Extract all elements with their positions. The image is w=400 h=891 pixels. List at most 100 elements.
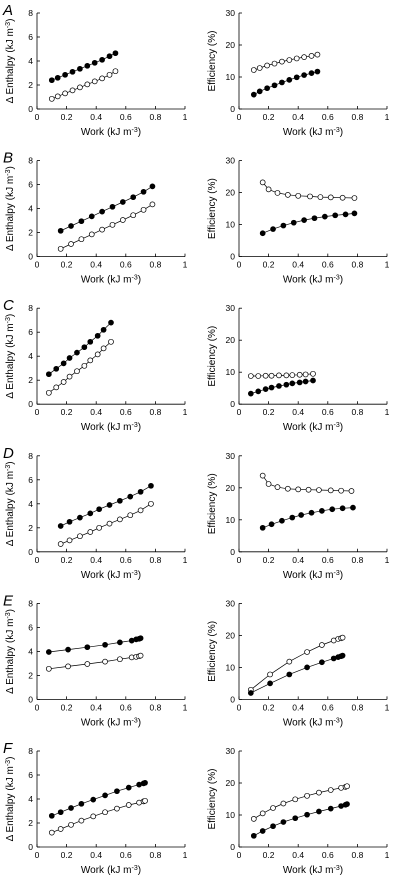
series-line-filled (250, 655, 343, 694)
x-tick-label: 0.6 (120, 407, 132, 417)
panel-letter: A (2, 2, 13, 19)
data-point-filled (65, 646, 71, 653)
x-tick-label: 0.2 (61, 850, 73, 860)
data-point-filled (100, 326, 107, 333)
x-tick-label: 0.2 (263, 260, 275, 270)
data-point-open (62, 90, 68, 97)
x-axis-label-xunit: (kJ m (309, 275, 333, 286)
y-axis-label-exponent: -3 (5, 169, 12, 175)
data-point-open (106, 520, 113, 527)
data-point-open (77, 533, 83, 540)
x-axis-label: Work (kJ m-3) (283, 865, 343, 877)
y-axis-label-close: ) (5, 461, 16, 464)
data-point-open (338, 487, 344, 494)
x-axis-label-xexp: -3 (132, 865, 138, 872)
data-point-open (307, 193, 313, 200)
y-tick-label: 2 (28, 818, 33, 828)
x-axis-label: Work (kJ m-3) (81, 865, 141, 877)
x-tick-label: 0.6 (322, 260, 334, 270)
data-point-open (100, 345, 107, 352)
data-point-open (45, 389, 52, 396)
data-point-filled (142, 779, 148, 786)
data-point-open (267, 671, 273, 678)
data-point-filled (48, 812, 55, 819)
data-point-open (286, 57, 293, 63)
y-tick-label: 4 (28, 499, 33, 509)
panel-letter: F (3, 740, 13, 757)
data-point-filled (259, 828, 266, 834)
data-point-open (112, 68, 119, 75)
data-point-filled (286, 671, 293, 678)
data-point-filled (88, 213, 95, 220)
x-axis-label-xlabel: Work (81, 127, 105, 138)
x-axis-label-xlabel: Work (283, 865, 307, 876)
y-axis-label: Efficiency (%) (207, 769, 218, 830)
x-axis-label-xunit: (kJ m (107, 570, 131, 581)
x-tick-label: 0 (35, 702, 40, 712)
y-tick-label: 30 (226, 8, 236, 18)
data-point-open (259, 810, 266, 817)
data-point-open (314, 51, 321, 58)
x-tick-label: 0.4 (292, 850, 304, 860)
x-tick-label: 0.2 (61, 407, 73, 417)
data-point-open (319, 642, 325, 648)
data-point-open (68, 821, 74, 828)
data-point-open (316, 789, 322, 796)
data-point-filled (301, 217, 307, 223)
data-point-open (106, 71, 113, 78)
data-point-filled (247, 690, 254, 696)
x-tick-label: 0.2 (61, 702, 73, 712)
data-point-open (130, 212, 137, 219)
data-point-filled (81, 344, 88, 351)
y-axis-label-text: Δ Enthalpy (5, 646, 16, 694)
y-axis-label-text: Δ Enthalpy (5, 498, 16, 546)
data-point-open (250, 815, 257, 822)
data-point-filled (308, 509, 315, 516)
data-point-filled (264, 85, 270, 92)
data-point-filled (106, 53, 113, 60)
data-point-open (247, 373, 254, 379)
data-point-open (127, 512, 134, 519)
data-point-open (90, 813, 97, 820)
x-axis-label-xlabel: Work (283, 275, 307, 286)
data-point-filled (308, 70, 315, 77)
data-point-open (344, 783, 350, 790)
data-point-open (317, 194, 324, 200)
x-tick-label: 0.6 (322, 702, 334, 712)
y-axis-label-text: Efficiency (%) (207, 178, 218, 239)
x-tick-label: 0.4 (90, 702, 102, 712)
data-point-open (66, 537, 73, 544)
data-point-filled (127, 493, 134, 500)
data-point-open (265, 481, 272, 487)
x-tick-label: 1 (183, 555, 188, 565)
y-tick-label: 4 (28, 646, 33, 656)
data-point-filled (332, 212, 339, 219)
x-tick-label: 0.8 (149, 407, 161, 417)
data-point-filled (262, 386, 269, 393)
data-point-open (137, 507, 144, 514)
x-axis-label-xclose: ) (340, 422, 343, 433)
data-point-open (250, 67, 257, 73)
y-axis-label-text: Δ Enthalpy (5, 794, 16, 842)
series-line-filled (262, 507, 354, 529)
data-point-open (327, 194, 334, 201)
data-point-open (69, 87, 76, 94)
data-point-filled (255, 388, 262, 395)
x-tick-label: 0.4 (90, 112, 102, 122)
x-tick-label: 0.6 (120, 702, 132, 712)
x-axis-label-xunit: (kJ m (309, 717, 333, 728)
data-point-open (53, 384, 60, 391)
y-axis-label-close: ) (5, 314, 16, 317)
data-point-filled (329, 506, 336, 513)
y-tick-label: 30 (226, 746, 236, 756)
data-point-open (81, 362, 88, 369)
data-point-open (102, 658, 108, 665)
y-tick-label: 2 (28, 670, 33, 680)
data-point-filled (344, 801, 350, 807)
data-point-filled (259, 524, 266, 531)
x-tick-label: 0.2 (263, 850, 275, 860)
data-point-open (65, 663, 71, 670)
x-tick-label: 0.6 (322, 850, 334, 860)
